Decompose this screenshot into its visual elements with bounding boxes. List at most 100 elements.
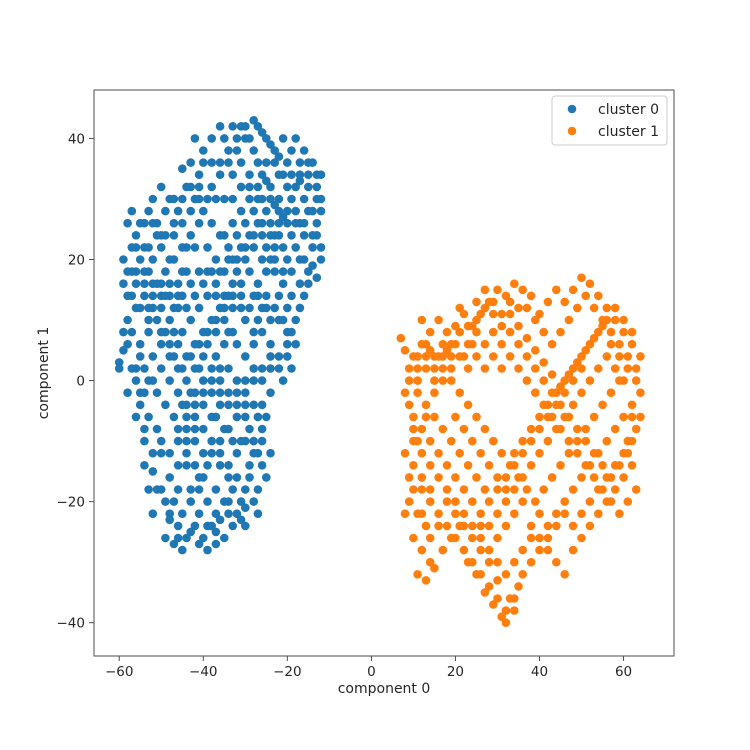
data-point xyxy=(220,497,229,506)
data-point xyxy=(543,521,553,531)
data-point xyxy=(287,364,296,373)
x-axis: −60 −40 −20 0 20 40 60 xyxy=(105,656,632,680)
data-point xyxy=(274,218,284,228)
data-point xyxy=(438,376,448,385)
data-point xyxy=(207,218,216,228)
data-point xyxy=(308,206,317,216)
data-point xyxy=(413,376,422,385)
data-point xyxy=(476,309,486,319)
data-point xyxy=(631,376,641,385)
data-point xyxy=(619,376,628,385)
data-point xyxy=(173,533,183,543)
data-point xyxy=(446,436,456,446)
data-point xyxy=(236,158,246,167)
data-point xyxy=(295,255,305,264)
data-point xyxy=(480,588,490,597)
data-point xyxy=(589,303,599,313)
data-point xyxy=(287,327,296,337)
data-point xyxy=(224,388,233,398)
data-point xyxy=(140,424,149,434)
data-point xyxy=(199,158,208,167)
data-point xyxy=(190,134,200,143)
data-point xyxy=(257,436,267,446)
data-point xyxy=(602,352,612,361)
data-point xyxy=(131,279,141,289)
data-point xyxy=(577,352,586,361)
data-point xyxy=(266,339,275,349)
data-point xyxy=(169,327,179,337)
data-point xyxy=(186,497,195,506)
data-point xyxy=(152,231,162,240)
data-point xyxy=(518,545,527,555)
data-point xyxy=(207,364,216,373)
data-point xyxy=(140,291,149,301)
data-point xyxy=(636,388,645,398)
data-point xyxy=(211,194,221,204)
data-point xyxy=(182,424,191,434)
data-point xyxy=(186,206,195,216)
x-tick-label: −40 xyxy=(189,664,218,680)
data-point xyxy=(203,243,212,252)
data-point xyxy=(484,461,494,470)
data-point xyxy=(434,521,443,531)
data-point xyxy=(178,291,187,301)
data-point xyxy=(173,521,183,531)
data-point xyxy=(236,182,246,192)
data-point xyxy=(459,309,469,319)
data-point xyxy=(253,279,263,289)
data-point xyxy=(510,509,519,518)
data-point xyxy=(165,339,174,349)
data-point xyxy=(173,436,183,446)
data-point xyxy=(232,231,242,240)
data-point xyxy=(131,231,141,240)
data-point xyxy=(316,194,326,204)
data-point xyxy=(459,424,469,434)
data-point xyxy=(396,333,406,343)
legend-label-cluster-1: cluster 1 xyxy=(598,124,659,140)
data-point xyxy=(245,303,254,313)
data-point xyxy=(203,194,212,204)
data-point xyxy=(236,206,246,216)
data-point xyxy=(585,497,595,506)
data-point xyxy=(228,279,237,289)
data-point xyxy=(224,327,233,337)
data-point xyxy=(312,218,322,228)
data-point xyxy=(182,412,191,422)
data-point xyxy=(295,303,305,313)
data-point xyxy=(266,315,275,325)
data-point xyxy=(539,376,548,385)
data-point xyxy=(430,388,439,398)
data-point xyxy=(602,436,612,446)
data-point xyxy=(182,461,191,470)
data-point xyxy=(283,339,292,349)
data-point xyxy=(236,291,246,301)
data-point xyxy=(148,376,158,385)
data-point xyxy=(304,158,313,167)
data-point xyxy=(211,255,221,264)
data-point xyxy=(295,170,305,179)
data-point xyxy=(480,424,490,434)
data-point xyxy=(156,364,166,373)
data-point xyxy=(215,170,225,179)
data-point xyxy=(560,388,569,398)
data-point xyxy=(262,158,271,167)
data-point xyxy=(472,327,481,337)
data-point xyxy=(489,436,498,446)
data-point xyxy=(455,352,465,361)
data-point xyxy=(413,436,422,446)
data-point xyxy=(425,533,435,543)
y-tick-label: 40 xyxy=(68,131,85,147)
data-point xyxy=(211,527,221,537)
data-point xyxy=(589,333,599,343)
y-tick-label: 0 xyxy=(76,374,85,390)
data-point xyxy=(123,218,132,228)
data-point xyxy=(531,315,540,325)
data-point xyxy=(484,582,494,591)
data-point xyxy=(526,521,536,531)
data-point xyxy=(564,436,574,446)
data-point xyxy=(304,267,313,276)
data-point xyxy=(304,182,313,192)
data-point xyxy=(442,485,452,494)
data-point xyxy=(522,333,532,343)
data-point xyxy=(581,424,590,434)
